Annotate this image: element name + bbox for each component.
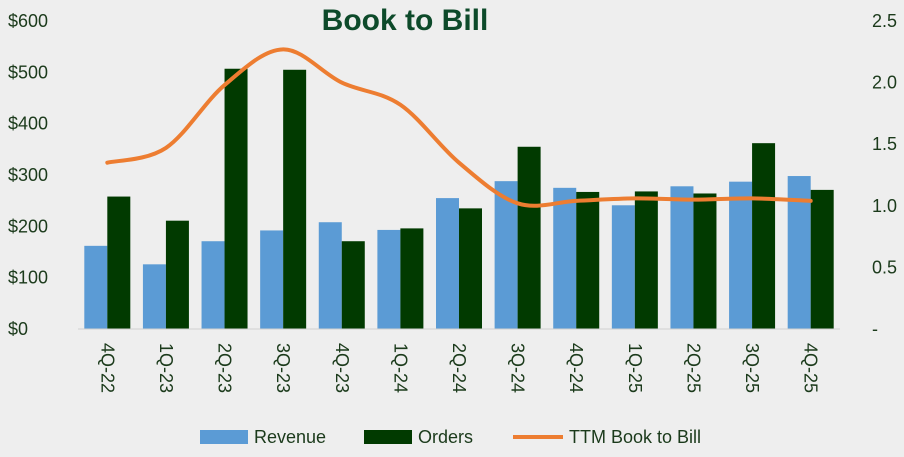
category-tick-label: 4Q-22 [97, 343, 117, 393]
category-tick-label: 3Q-25 [742, 343, 762, 393]
legend-label-revenue: Revenue [254, 427, 326, 447]
revenue-bar [260, 230, 284, 329]
revenue-bar [142, 264, 166, 329]
orders-bar [283, 69, 307, 330]
left-axis-tick-label: $600 [8, 11, 48, 31]
left-axis: $0 $100 $200 $300 $400 $500 $600 [8, 11, 48, 339]
right-axis-tick-label: 1.0 [872, 196, 897, 216]
revenue-bar [436, 198, 459, 329]
left-axis-tick-label: $100 [8, 268, 48, 288]
revenue-bar [787, 176, 811, 329]
revenue-bar [318, 222, 342, 329]
right-axis: - 0.5 1.0 1.5 2.0 2.5 [872, 11, 897, 339]
left-axis-tick-label: $200 [8, 216, 48, 236]
chart-title: Book to Bill [322, 4, 489, 37]
orders-bar [517, 146, 541, 329]
orders-bar [107, 196, 131, 329]
orders-bar [693, 193, 717, 329]
left-axis-tick-label: $500 [8, 62, 48, 82]
orders-bar [459, 208, 482, 329]
category-tick-label: 3Q-23 [273, 343, 293, 393]
orders-bar [810, 189, 834, 329]
category-tick-label: 1Q-25 [625, 343, 645, 393]
plot-area [78, 47, 840, 330]
revenue-bar [611, 205, 635, 329]
orders-bar [224, 68, 248, 330]
category-tick-label: 4Q-25 [801, 343, 821, 393]
orders-bar [634, 191, 658, 329]
legend-swatch-orders [364, 430, 412, 444]
orders-bar [341, 241, 365, 329]
right-axis-tick-label: 0.5 [872, 257, 897, 277]
left-axis-tick-label: $300 [8, 165, 48, 185]
revenue-bar [729, 181, 753, 329]
orders-bar [752, 143, 776, 329]
category-tick-label: 4Q-23 [332, 343, 352, 393]
right-axis-tick-label: 2.0 [872, 73, 897, 93]
orders-bar [400, 228, 424, 329]
revenue-bar [553, 187, 577, 329]
revenue-bar [201, 241, 225, 329]
right-axis-tick-label: 2.5 [872, 11, 897, 31]
legend: Revenue Orders TTM Book to Bill [200, 427, 701, 447]
category-tick-label: 2Q-25 [683, 343, 703, 393]
category-tick-label: 3Q-24 [508, 343, 528, 393]
orders-bar [165, 220, 189, 329]
orders-bar [576, 191, 600, 329]
revenue-bar [494, 181, 518, 329]
category-tick-label: 1Q-24 [390, 343, 410, 393]
right-axis-tick-label: 1.5 [872, 134, 897, 154]
revenue-bar [84, 245, 108, 329]
right-axis-tick-label: - [872, 319, 878, 339]
ttm-book-to-bill-line [105, 47, 813, 208]
legend-label-ttm: TTM Book to Bill [569, 427, 701, 447]
revenue-bar [670, 186, 694, 329]
legend-swatch-revenue [200, 430, 248, 444]
legend-label-orders: Orders [418, 427, 473, 447]
category-tick-label: 1Q-23 [156, 343, 176, 393]
category-axis: 4Q-22 1Q-23 2Q-23 3Q-23 4Q-23 1Q-24 2Q-24 3Q-24… [97, 343, 820, 393]
revenue-bar [377, 229, 401, 329]
category-tick-label: 2Q-24 [449, 343, 469, 393]
category-tick-label: 4Q-24 [566, 343, 586, 393]
left-axis-tick-label: $400 [8, 114, 48, 134]
left-axis-tick-label: $0 [8, 319, 28, 339]
category-tick-label: 2Q-23 [215, 343, 235, 393]
